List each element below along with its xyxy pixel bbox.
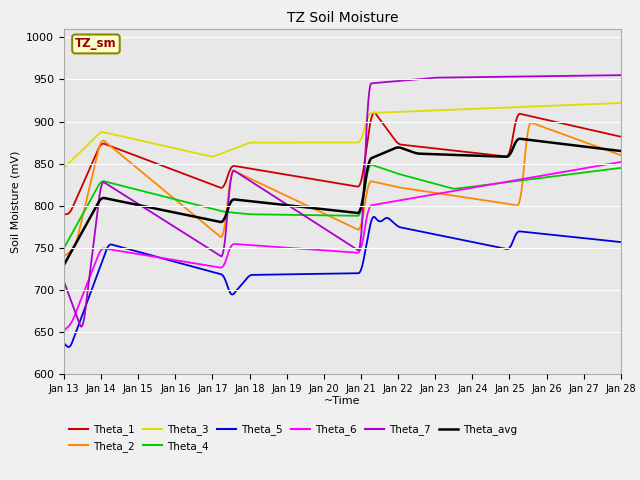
Theta_2 xyxy=(606,148,614,154)
Theta_avg xyxy=(157,207,164,213)
Theta_1 xyxy=(274,170,282,176)
Theta_3 xyxy=(60,165,68,171)
Theta_avg xyxy=(298,204,305,210)
Theta_6 xyxy=(298,246,305,252)
Theta_4 xyxy=(274,212,282,217)
Theta_5 xyxy=(124,246,132,252)
Theta_2 xyxy=(617,152,625,158)
Theta_1 xyxy=(157,162,164,168)
Theta_4 xyxy=(606,167,614,172)
Line: Theta_3: Theta_3 xyxy=(64,103,621,168)
Theta_avg xyxy=(274,201,282,207)
Line: Theta_avg: Theta_avg xyxy=(64,139,621,265)
Theta_4 xyxy=(617,165,625,171)
Theta_6 xyxy=(606,161,614,167)
Theta_1 xyxy=(124,150,131,156)
Theta_6 xyxy=(546,171,554,177)
Theta_6 xyxy=(60,328,68,334)
Theta_1 xyxy=(546,118,554,123)
Theta_7 xyxy=(124,194,132,200)
Line: Theta_2: Theta_2 xyxy=(64,123,621,256)
Theta_avg xyxy=(606,147,614,153)
Theta_7 xyxy=(546,73,554,79)
Theta_2 xyxy=(527,120,535,126)
Theta_avg xyxy=(516,136,524,142)
Legend: Theta_1, Theta_2, Theta_3, Theta_4, Theta_5, Theta_6, Theta_7, Theta_avg: Theta_1, Theta_2, Theta_3, Theta_4, Thet… xyxy=(69,424,517,452)
Theta_6 xyxy=(274,244,282,250)
Theta_3 xyxy=(606,100,614,106)
Theta_7 xyxy=(60,279,68,285)
Theta_7 xyxy=(274,196,282,202)
Y-axis label: Soil Moisture (mV): Soil Moisture (mV) xyxy=(11,150,20,253)
Theta_2 xyxy=(60,253,68,259)
Theta_1 xyxy=(617,134,625,140)
Theta_avg xyxy=(124,200,131,206)
Theta_6 xyxy=(157,255,164,261)
X-axis label: ~Time: ~Time xyxy=(324,396,361,406)
Theta_4 xyxy=(546,174,554,180)
Theta_avg xyxy=(617,148,625,154)
Theta_6 xyxy=(617,159,625,165)
Theta_4 xyxy=(298,212,305,218)
Theta_7 xyxy=(157,216,164,221)
Theta_4 xyxy=(60,245,68,251)
Theta_2 xyxy=(157,185,164,191)
Theta_2 xyxy=(124,157,131,163)
Theta_3 xyxy=(124,135,131,141)
Theta_5 xyxy=(60,340,68,346)
Line: Theta_5: Theta_5 xyxy=(64,217,621,347)
Line: Theta_6: Theta_6 xyxy=(64,162,621,331)
Theta_avg xyxy=(60,262,68,268)
Theta_5 xyxy=(547,232,554,238)
Theta_5 xyxy=(617,239,625,245)
Theta_avg xyxy=(546,140,554,145)
Theta_4 xyxy=(157,193,164,199)
Theta_5 xyxy=(274,272,282,277)
Theta_7 xyxy=(298,211,306,217)
Theta_5 xyxy=(65,344,72,350)
Theta_7 xyxy=(606,72,614,78)
Theta_6 xyxy=(124,250,131,255)
Theta_4 xyxy=(124,184,131,190)
Theta_3 xyxy=(298,140,305,145)
Theta_3 xyxy=(617,100,625,106)
Theta_3 xyxy=(274,140,282,145)
Theta_7 xyxy=(77,324,85,329)
Theta_7 xyxy=(617,72,625,78)
Theta_1 xyxy=(371,110,378,116)
Theta_1 xyxy=(298,174,305,180)
Theta_5 xyxy=(298,271,306,277)
Title: TZ Soil Moisture: TZ Soil Moisture xyxy=(287,11,398,25)
Theta_2 xyxy=(546,127,554,132)
Theta_3 xyxy=(157,142,164,148)
Theta_1 xyxy=(606,132,614,137)
Theta_3 xyxy=(546,103,554,108)
Theta_2 xyxy=(274,189,282,194)
Line: Theta_7: Theta_7 xyxy=(64,75,621,326)
Line: Theta_4: Theta_4 xyxy=(64,165,621,248)
Theta_1 xyxy=(60,211,68,217)
Theta_5 xyxy=(606,238,614,244)
Text: TZ_sm: TZ_sm xyxy=(75,37,116,50)
Theta_2 xyxy=(298,200,305,206)
Theta_4 xyxy=(367,162,375,168)
Theta_5 xyxy=(370,214,378,220)
Line: Theta_1: Theta_1 xyxy=(64,113,621,214)
Theta_5 xyxy=(157,255,164,261)
